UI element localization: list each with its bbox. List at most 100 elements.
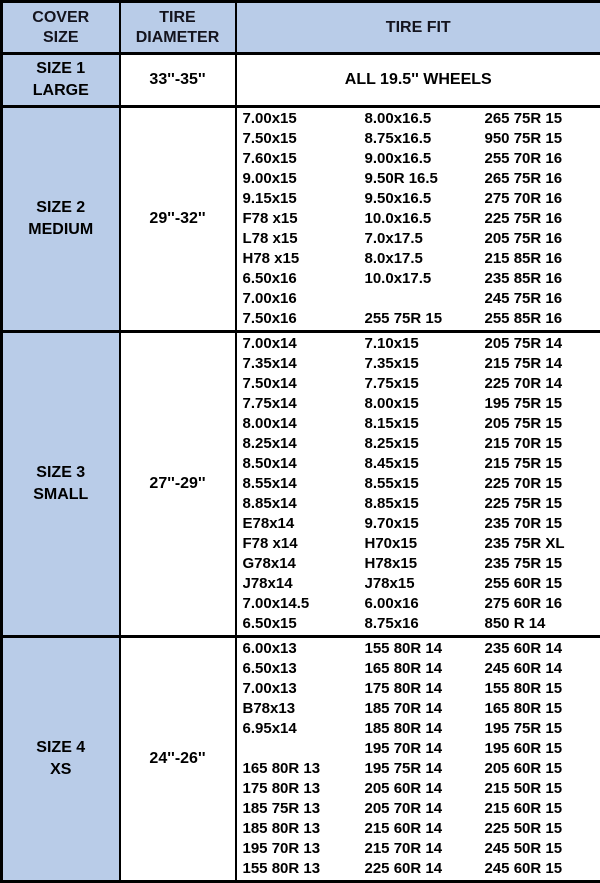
fit-value: 255 60R 15 [485,574,600,594]
fit-value: 235 60R 14 [485,639,600,659]
fit-value: 8.75x16 [365,614,485,634]
fit-value: 205 75R 14 [485,334,600,354]
fit-value: 215 70R 15 [485,434,600,454]
fit-value: 225 75R 15 [485,494,600,514]
fit-value: 7.75x15 [365,374,485,394]
fit-value: 8.15x15 [365,414,485,434]
fit-value: 205 75R 16 [485,229,600,249]
fit-value: 195 75R 15 [485,719,600,739]
fit-value: 155 80R 15 [485,679,600,699]
fit-value: 205 60R 15 [485,759,600,779]
fit-value: 205 70R 14 [365,799,485,819]
fit-value: 165 80R 13 [243,759,365,779]
fit-value: 265 75R 16 [485,169,600,189]
fit-value: 10.0x17.5 [365,269,485,289]
fit-value: F78 x14 [243,534,365,554]
fit-value: 7.00x15 [243,109,365,129]
fit-value: 8.0x17.5 [365,249,485,269]
fit-value: 215 75R 14 [485,354,600,374]
fit-value: 6.95x14 [243,719,365,739]
fit-value: 185 75R 13 [243,799,365,819]
fit-value: H78 x15 [243,249,365,269]
fit-value: 225 50R 15 [485,819,600,839]
fit-value: 235 75R 15 [485,554,600,574]
fit-value: 9.15x15 [243,189,365,209]
fit-value: F78 x15 [243,209,365,229]
fit-value: 7.00x13 [243,679,365,699]
fit-value: E78x14 [243,514,365,534]
fit-value: 6.50x16 [243,269,365,289]
fit-value: H70x15 [365,534,485,554]
tire-diameter-size-1: 33''-35'' [120,54,236,107]
cover-size-label-size-1: SIZE 1 LARGE [2,54,120,107]
fit-value: 215 70R 14 [365,839,485,859]
fit-value: 7.50x15 [243,129,365,149]
fit-value: 8.00x15 [365,394,485,414]
fit-value: 225 75R 16 [485,209,600,229]
fit-value: 8.55x14 [243,474,365,494]
fit-value: 225 60R 14 [365,859,485,879]
fit-value: 7.0x17.5 [365,229,485,249]
fit-value: 850 R 14 [485,614,600,634]
fit-value: 175 80R 14 [365,679,485,699]
fit-value: 6.00x16 [365,594,485,614]
fit-value: 7.50x16 [243,309,365,329]
fit-value: 9.70x15 [365,514,485,534]
tire-diameter-size-2: 29''-32'' [120,107,236,332]
tire-diameter-size-4: 24''-26'' [120,637,236,882]
fit-value: 7.75x14 [243,394,365,414]
fit-value: 195 70R 14 [365,739,485,759]
fit-value: 255 85R 16 [485,309,600,329]
fit-value: 245 60R 15 [485,859,600,879]
fit-value: 8.45x15 [365,454,485,474]
cover-size-label-size-2: SIZE 2 MEDIUM [2,107,120,332]
header-cover-size: COVER SIZE [2,2,120,54]
fit-value: 195 75R 14 [365,759,485,779]
fit-value: 255 70R 16 [485,149,600,169]
section-size-1-large: SIZE 1 LARGE 33''-35'' ALL 19.5'' WHEELS [2,54,600,107]
fit-value: 7.60x15 [243,149,365,169]
fit-value: 245 60R 14 [485,659,600,679]
fit-value: 8.75x16.5 [365,129,485,149]
fit-value: 215 85R 16 [485,249,600,269]
fit-value: 8.55x15 [365,474,485,494]
fit-value: J78x14 [243,574,365,594]
fit-value: 155 80R 14 [365,639,485,659]
tire-diameter-size-3: 27''-29'' [120,332,236,637]
fit-value: 6.00x13 [243,639,365,659]
tire-fit-note-size-1: ALL 19.5'' WHEELS [236,54,600,107]
fit-value: 7.00x14.5 [243,594,365,614]
fit-value: 245 75R 16 [485,289,600,309]
fit-value: 255 75R 15 [365,309,485,329]
fit-value: 235 75R XL [485,534,600,554]
fit-value: 245 50R 15 [485,839,600,859]
fit-value: 7.35x15 [365,354,485,374]
fit-value: 8.00x14 [243,414,365,434]
fit-value: 235 70R 15 [485,514,600,534]
fit-value: 8.50x14 [243,454,365,474]
fit-value: 185 70R 14 [365,699,485,719]
fit-value: 215 60R 15 [485,799,600,819]
fit-value: 155 80R 13 [243,859,365,879]
fit-value: 9.50R 16.5 [365,169,485,189]
fit-value: 225 70R 15 [485,474,600,494]
fit-value: 7.00x14 [243,334,365,354]
fit-value: B78x13 [243,699,365,719]
fit-value: 7.00x16 [243,289,365,309]
fit-value: 165 80R 14 [365,659,485,679]
fit-value: 8.25x15 [365,434,485,454]
fit-value: 175 80R 13 [243,779,365,799]
fit-value: 165 80R 15 [485,699,600,719]
fit-value: H78x15 [365,554,485,574]
fit-value: 185 80R 14 [365,719,485,739]
fit-value: 195 70R 13 [243,839,365,859]
